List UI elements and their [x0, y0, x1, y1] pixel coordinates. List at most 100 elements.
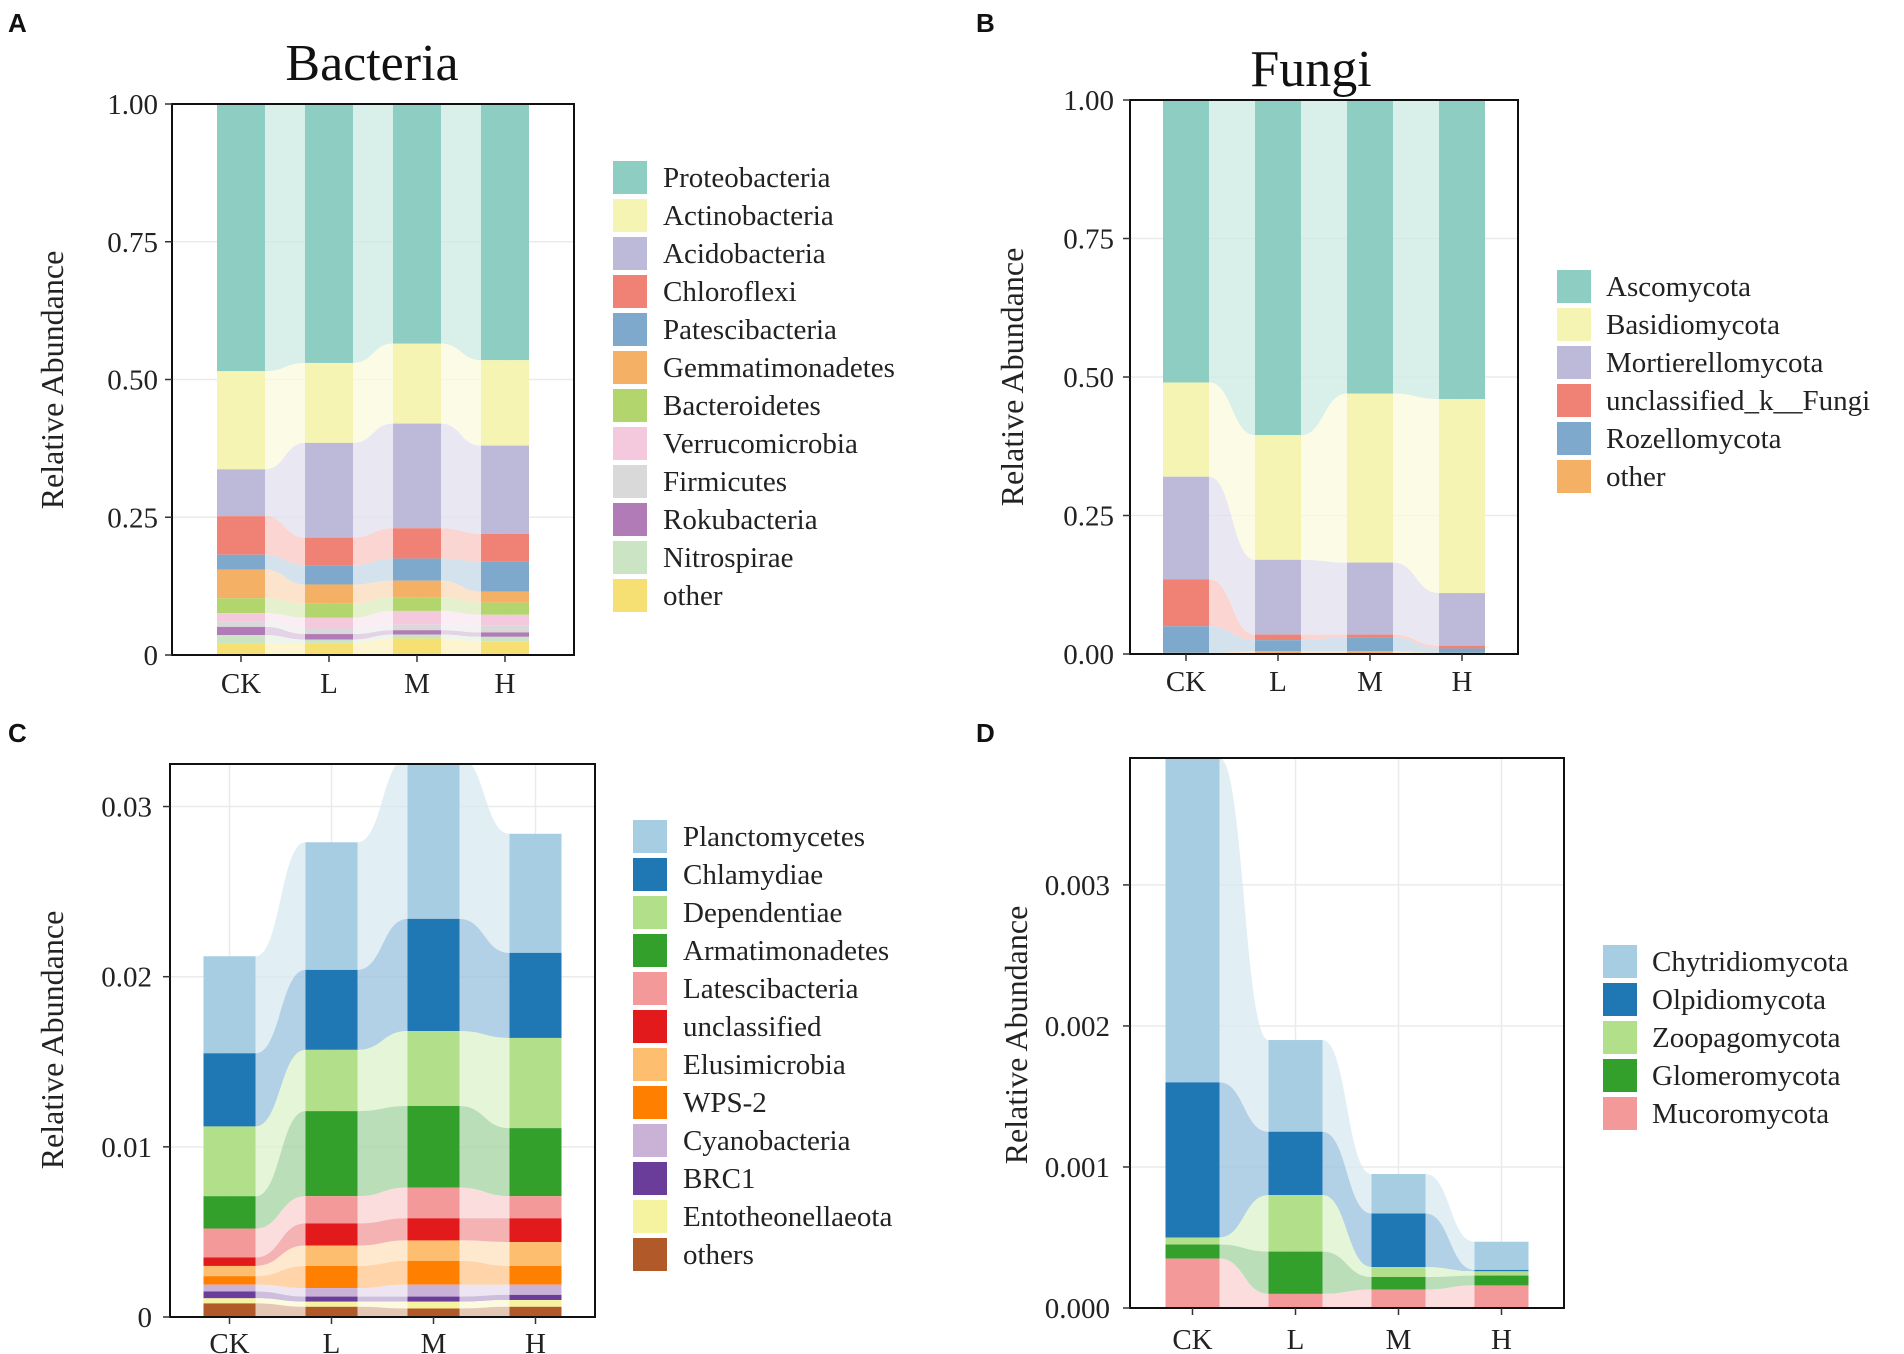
flow-elusimicrobia	[459, 1240, 510, 1266]
legend-swatch-cyanobacteria	[633, 1124, 667, 1157]
bar-mucoromycota-l	[1268, 1293, 1323, 1308]
bar-acidobacteria-l	[305, 442, 353, 538]
legend-swatch-firmicutes	[613, 465, 647, 498]
flow-nitrospirae	[265, 635, 305, 644]
bar-cyanobacteria-ck	[203, 1284, 256, 1292]
flow-ascomycota	[1209, 100, 1255, 436]
y-tick-label: 0.003	[1045, 870, 1110, 902]
bar-actinobacteria-l	[305, 362, 353, 443]
flow-actinobacteria	[265, 362, 305, 470]
legend-swatch-nitrospirae	[613, 541, 647, 574]
legend-swatch-ascomycota	[1557, 270, 1591, 303]
flow-wps-2	[357, 1260, 408, 1289]
flow-chlamydiae	[255, 969, 306, 1127]
bar-bacteroidetes-l	[305, 603, 353, 618]
legend-swatch-other	[1557, 460, 1591, 493]
bar-cyanobacteria-l	[305, 1288, 358, 1297]
flow-mucoromycota	[1219, 1258, 1269, 1308]
flow-latescibacteria	[255, 1196, 306, 1258]
flow-chlamydiae	[459, 918, 510, 1038]
bar-gemmatimonadetes-m	[393, 580, 441, 598]
legend-swatch-elusimicrobia	[633, 1048, 667, 1081]
flow-chlamydiae	[357, 918, 408, 1050]
legend-label-rokubacteria: Rokubacteria	[663, 504, 818, 536]
flow-other	[441, 638, 481, 655]
x-tick-label: M	[1386, 1324, 1412, 1354]
y-tick-label: 0.00	[1063, 639, 1114, 671]
alluvial-flows	[255, 764, 510, 1317]
plot-frame	[169, 763, 596, 1318]
flow-unclassified	[357, 1218, 408, 1246]
flow-verrucomicrobia	[441, 610, 481, 626]
bar-actinobacteria-m	[393, 343, 441, 424]
chart-title: Bacteria	[285, 35, 458, 92]
bar-entotheonellaeota-ck	[203, 1298, 256, 1304]
x-tick-label: H	[495, 668, 516, 700]
legend-swatch-mucoromycota	[1603, 1097, 1637, 1130]
bar-glomeromycota-ck	[1165, 1244, 1220, 1259]
flow-unclassified-k-fungi	[1209, 579, 1255, 641]
bar-chlamydiae-h	[509, 952, 562, 1038]
bar-rozellomycota-l	[1255, 640, 1301, 652]
legend-label-brc1: BRC1	[683, 1163, 756, 1195]
flow-gemmatimonadetes	[265, 569, 305, 604]
legend-swatch-planctomycetes	[633, 820, 667, 853]
bar-chlamydiae-l	[305, 969, 358, 1050]
bar-ascomycota-m	[1347, 100, 1393, 394]
flow-proteobacteria	[265, 104, 305, 372]
flow-latescibacteria	[459, 1187, 510, 1219]
x-tick-label: CK	[221, 668, 261, 700]
bar-nitrospirae-ck	[217, 635, 265, 644]
flow-glomeromycota	[1425, 1275, 1475, 1290]
flow-cyanobacteria	[459, 1284, 510, 1297]
bar-patescibacteria-l	[305, 565, 353, 585]
legend-label-chytridiomycota: Chytridiomycota	[1652, 946, 1849, 978]
flow-gemmatimonadetes	[353, 580, 393, 604]
legend-swatch-others	[633, 1238, 667, 1271]
bar-other-ck	[217, 643, 265, 655]
bar-brc1-h	[509, 1294, 562, 1300]
bar-dependentiae-ck	[203, 1126, 256, 1197]
bars	[1163, 100, 1485, 654]
legend-swatch-basidiomycota	[1557, 308, 1591, 341]
bar-acidobacteria-m	[393, 423, 441, 529]
flow-planctomycetes	[459, 764, 510, 953]
bar-rozellomycota-h	[1439, 648, 1485, 653]
bars	[1165, 758, 1529, 1308]
flow-firmicutes	[353, 624, 393, 635]
legend-label-wps-2: WPS-2	[683, 1087, 767, 1119]
legend-swatch-patescibacteria	[613, 313, 647, 346]
legend-swatch-glomeromycota	[1603, 1059, 1637, 1092]
bar-rozellomycota-ck	[1163, 626, 1209, 653]
flow-elusimicrobia	[255, 1245, 306, 1277]
flow-acidobacteria	[441, 423, 481, 534]
bar-bacteroidetes-m	[393, 597, 441, 611]
bar-unclassified-l	[305, 1223, 358, 1246]
alluvial-flows	[1219, 758, 1475, 1308]
flow-glomeromycota	[1219, 1244, 1269, 1294]
legend-swatch-rozellomycota	[1557, 422, 1591, 455]
flow-brc1	[459, 1294, 510, 1302]
bar-others-m	[407, 1308, 460, 1317]
flow-other	[353, 638, 393, 655]
y-tick-label: 0.75	[1063, 224, 1114, 256]
legend-label-gemmatimonadetes: Gemmatimonadetes	[663, 352, 895, 384]
legend-swatch-proteobacteria	[613, 161, 647, 194]
bar-glomeromycota-m	[1371, 1276, 1426, 1290]
bar-ascomycota-ck	[1163, 100, 1209, 383]
legend-swatch-zoopagomycota	[1603, 1021, 1637, 1054]
bar-unclassified-k-fungi-m	[1347, 634, 1393, 638]
legend: Proteobacteria Actinobacteria Acidobacteri…	[613, 161, 895, 612]
bar-zoopagomycota-l	[1268, 1195, 1323, 1252]
bar-olpidiomycota-l	[1268, 1131, 1323, 1196]
bar-firmicutes-ck	[217, 621, 265, 627]
bar-rokubacteria-m	[393, 630, 441, 635]
flow-armatimonadetes	[459, 1106, 510, 1197]
x-tick-label: L	[1269, 666, 1287, 698]
bar-chytridiomycota-l	[1268, 1040, 1323, 1132]
bar-acidobacteria-ck	[217, 469, 265, 517]
panel-a: A Bacteria 0 0.25 0.50 0.75 1.00 CK L M H Relative …	[8, 8, 895, 700]
bar-nitrospirae-l	[305, 639, 353, 643]
flow-zoopagomycota	[1322, 1195, 1372, 1277]
bar-patescibacteria-m	[393, 558, 441, 581]
